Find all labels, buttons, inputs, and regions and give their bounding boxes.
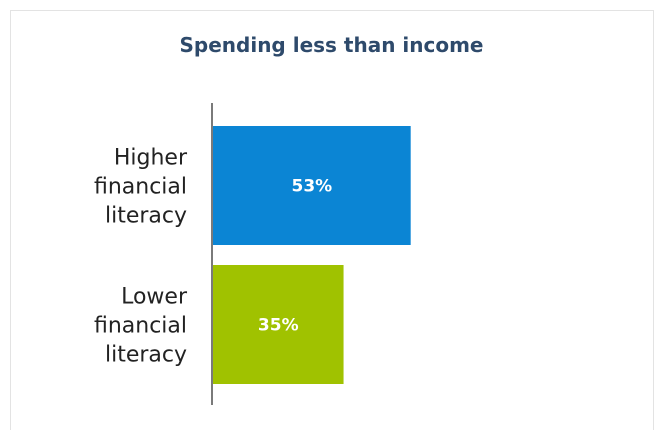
category-label-line: literacy [105,204,187,229]
chart-title: Spending less than income [179,33,484,57]
category-label-line: financial [94,314,187,339]
bar-1 [213,265,344,384]
chart-frame [10,10,654,430]
category-label-1: Lower financial literacy [94,285,188,368]
category-label-0: Higher financial literacy [94,146,188,229]
category-label-line: Higher [114,146,188,171]
category-label-line: literacy [105,343,187,368]
bar-0 [213,126,411,245]
category-label-line: financial [94,175,187,200]
category-label-line: Lower [121,285,188,310]
value-label-0: 53% [291,177,332,197]
value-label-1: 35% [258,316,299,336]
